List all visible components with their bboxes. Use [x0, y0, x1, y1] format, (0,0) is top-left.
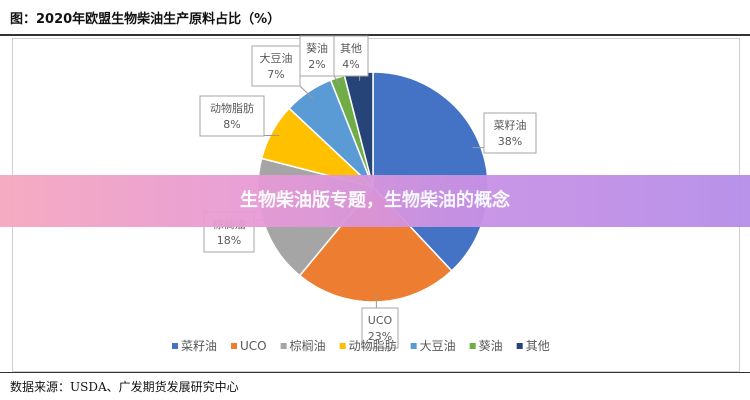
callout-box [251, 45, 301, 87]
callout-box [333, 35, 369, 77]
slice-value-label: 4% [342, 58, 359, 71]
legend-label: 其他 [526, 339, 550, 353]
legend-marker [231, 343, 238, 349]
callout-box [299, 35, 335, 77]
slice-label: 大豆油 [260, 51, 293, 65]
slice-label: 其他 [340, 42, 362, 55]
slice-label: 菜籽油 [494, 118, 527, 132]
header-divider [0, 34, 750, 36]
slice-label: UCO [368, 314, 393, 327]
slice-value-label: 38% [498, 135, 522, 148]
legend-label: 葵油 [479, 339, 503, 353]
chart-title: 图：2020年欧盟生物柴油生产原料占比（%） [10, 12, 281, 27]
callout-box [199, 95, 265, 137]
callout-leader [333, 75, 341, 86]
legend-marker [516, 343, 523, 349]
legend-marker [469, 343, 476, 349]
legend-label: UCO [240, 339, 267, 353]
slice-value-label: 7% [267, 68, 284, 81]
legend-marker [339, 343, 346, 349]
banner-text: 生物柴油版专题，生物柴油的概念 [240, 190, 510, 211]
callout-box [483, 112, 537, 154]
legend-marker [280, 343, 287, 349]
legend-label: 动物脂肪 [349, 338, 397, 353]
topic-banner: 生物柴油版专题，生物柴油的概念 [0, 175, 750, 227]
slice-label: 动物脂肪 [210, 101, 254, 115]
legend-label: 棕榈油 [290, 338, 326, 353]
callout-leader [299, 85, 314, 99]
legend-marker [172, 343, 178, 349]
slice-value-label: 8% [223, 118, 240, 131]
legend-label: 菜籽油 [181, 339, 217, 353]
legend-marker [410, 343, 417, 349]
data-source: 数据来源：USDA、广发期货发展研究中心 [10, 380, 239, 394]
callout-box [361, 307, 399, 349]
slice-label: 葵油 [306, 41, 328, 55]
chart-header: 图：2020年欧盟生物柴油生产原料占比（%） [0, 0, 750, 36]
chart-legend: 菜籽油 UCO 棕榈油 动物脂肪 大豆油 葵油 其他 [172, 338, 550, 353]
slice-value-label: 2% [308, 58, 325, 71]
legend-label: 大豆油 [420, 339, 456, 353]
slice-value-label: 23% [368, 330, 392, 343]
slice-value-label: 18% [217, 234, 241, 247]
source-divider [0, 372, 750, 373]
